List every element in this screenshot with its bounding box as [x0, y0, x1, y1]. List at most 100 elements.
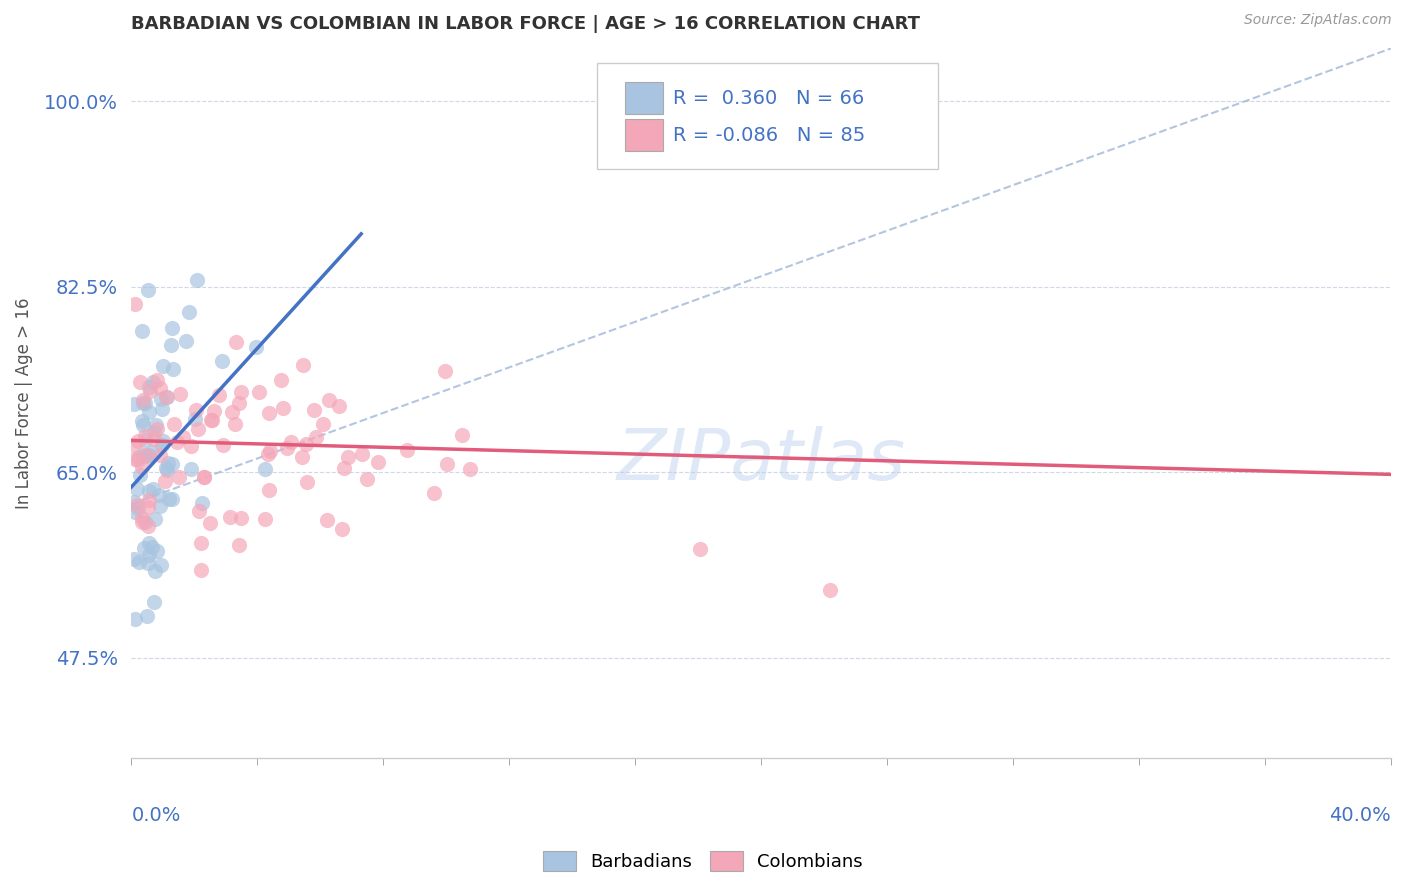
Point	[138, 548, 160, 562]
Point	[228, 538, 250, 552]
Point	[295, 437, 318, 451]
Point	[156, 390, 179, 404]
Point	[138, 405, 160, 419]
Point	[190, 563, 212, 577]
Point	[131, 324, 153, 338]
Point	[128, 450, 150, 464]
Text: Source: ZipAtlas.com: Source: ZipAtlas.com	[1244, 13, 1392, 28]
Point	[138, 535, 160, 549]
Point	[451, 427, 474, 442]
Point	[160, 458, 183, 472]
Point	[129, 375, 152, 389]
Point	[818, 582, 841, 597]
Point	[187, 421, 209, 435]
Point	[186, 273, 208, 287]
Point	[149, 381, 172, 395]
Point	[190, 536, 212, 550]
Point	[142, 595, 165, 609]
Point	[332, 460, 354, 475]
Point	[124, 397, 146, 411]
FancyBboxPatch shape	[626, 120, 662, 152]
Point	[184, 403, 207, 417]
Point	[188, 504, 211, 518]
Point	[180, 439, 202, 453]
Point	[132, 448, 155, 462]
Point	[180, 462, 202, 476]
Point	[247, 384, 270, 399]
Point	[127, 498, 149, 512]
Point	[141, 445, 163, 459]
Point	[149, 499, 172, 513]
Point	[139, 384, 162, 399]
Point	[145, 418, 167, 433]
Point	[138, 493, 160, 508]
Point	[330, 522, 353, 536]
Point	[169, 387, 191, 401]
Point	[156, 456, 179, 470]
Point	[152, 434, 174, 449]
Point	[134, 434, 156, 448]
Point	[689, 542, 711, 557]
Point	[328, 399, 350, 413]
Point	[128, 555, 150, 569]
Text: R = -0.086   N = 85: R = -0.086 N = 85	[673, 127, 865, 145]
Point	[231, 384, 253, 399]
Text: 0.0%: 0.0%	[131, 806, 181, 825]
Point	[138, 380, 160, 394]
Point	[193, 469, 215, 483]
Point	[318, 392, 340, 407]
Point	[257, 483, 280, 497]
Point	[132, 396, 155, 410]
Point	[350, 447, 373, 461]
Point	[160, 321, 183, 335]
Point	[145, 543, 167, 558]
Point	[124, 495, 146, 509]
Point	[337, 450, 360, 465]
Point	[202, 404, 225, 418]
Point	[257, 406, 280, 420]
Point	[201, 413, 224, 427]
Point	[211, 354, 233, 368]
Point	[138, 448, 160, 462]
Point	[136, 608, 159, 623]
Point	[149, 448, 172, 462]
Point	[162, 362, 184, 376]
Point	[270, 373, 292, 387]
Point	[179, 305, 201, 319]
Point	[145, 421, 167, 435]
Point	[191, 496, 214, 510]
Point	[291, 450, 314, 465]
Point	[231, 510, 253, 524]
Point	[124, 297, 146, 311]
Point	[142, 482, 165, 496]
Point	[134, 515, 156, 529]
Point	[253, 461, 276, 475]
Point	[136, 556, 159, 570]
Point	[124, 452, 146, 467]
FancyBboxPatch shape	[598, 62, 938, 169]
Point	[136, 283, 159, 297]
Point	[150, 392, 173, 406]
Point	[155, 460, 177, 475]
Point	[143, 425, 166, 440]
Point	[172, 430, 194, 444]
Point	[152, 359, 174, 373]
Point	[292, 358, 315, 372]
Point	[221, 404, 243, 418]
Point	[356, 472, 378, 486]
Point	[150, 402, 173, 417]
Point	[218, 510, 240, 524]
Point	[131, 511, 153, 525]
Point	[143, 565, 166, 579]
Point	[166, 435, 188, 450]
Point	[305, 430, 328, 444]
Point	[129, 467, 152, 482]
Y-axis label: In Labor Force | Age > 16: In Labor Force | Age > 16	[15, 298, 32, 509]
Point	[315, 512, 337, 526]
Point	[143, 511, 166, 525]
Text: R =  0.360   N = 66: R = 0.360 N = 66	[673, 88, 865, 108]
Legend: Barbadians, Colombians: Barbadians, Colombians	[536, 844, 870, 879]
Point	[150, 438, 173, 452]
Point	[458, 462, 481, 476]
Point	[276, 441, 298, 455]
